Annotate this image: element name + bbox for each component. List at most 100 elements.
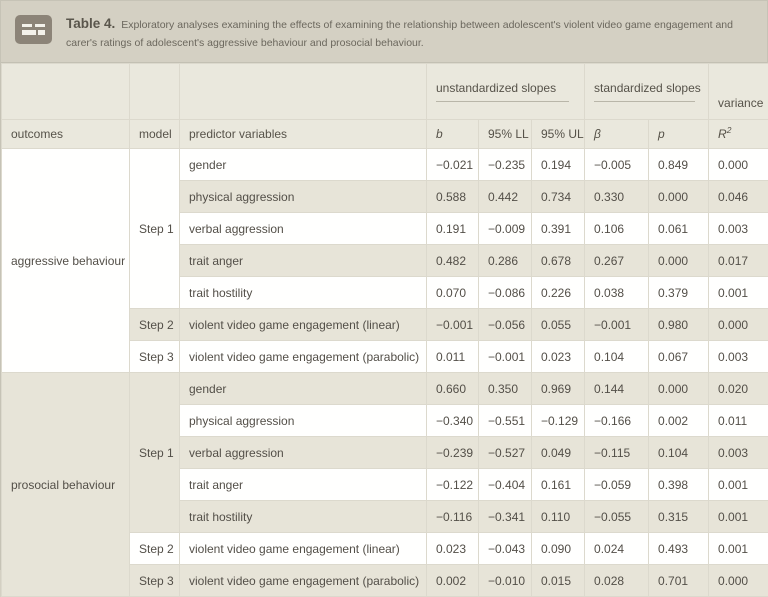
cell-predictor: violent video game engagement (parabolic… xyxy=(180,341,427,373)
cell-predictor: trait anger xyxy=(180,245,427,277)
cell-ul: 0.161 xyxy=(532,469,585,501)
cell-ll: −0.009 xyxy=(479,213,532,245)
cell-beta: −0.115 xyxy=(585,437,649,469)
cell-p: 0.000 xyxy=(649,373,709,405)
cell-ul: 0.090 xyxy=(532,533,585,565)
group-header-row: unstandardized slopes standardized slope… xyxy=(2,64,768,120)
cell-beta: 0.106 xyxy=(585,213,649,245)
cell-r2: 0.001 xyxy=(709,469,768,501)
cell-r2: 0.000 xyxy=(709,309,768,341)
cell-predictor: violent video game engagement (linear) xyxy=(180,533,427,565)
cell-p: 0.701 xyxy=(649,565,709,597)
cell-p: 0.315 xyxy=(649,501,709,533)
cell-ul: 0.055 xyxy=(532,309,585,341)
cell-ul: 0.110 xyxy=(532,501,585,533)
group-header-unstandardized: unstandardized slopes xyxy=(427,64,585,120)
cell-predictor: physical aggression xyxy=(180,181,427,213)
cell-beta: −0.059 xyxy=(585,469,649,501)
col-header-ll: 95% LL xyxy=(479,120,532,149)
cell-r2: 0.003 xyxy=(709,213,768,245)
cell-p: 0.061 xyxy=(649,213,709,245)
cell-model: Step 2 xyxy=(130,309,180,341)
cell-b: 0.070 xyxy=(427,277,479,309)
table-row: prosocial behaviour Step 1 gender 0.660 … xyxy=(2,373,768,405)
cell-model: Step 1 xyxy=(130,149,180,309)
table-caption-bar: Table 4. Exploratory analyses examining … xyxy=(1,1,767,63)
cell-b: 0.011 xyxy=(427,341,479,373)
col-header-beta: β xyxy=(585,120,649,149)
cell-b: 0.660 xyxy=(427,373,479,405)
cell-b: 0.023 xyxy=(427,533,479,565)
table-widget: Table 4. Exploratory analyses examining … xyxy=(0,0,768,570)
cell-ll: 0.442 xyxy=(479,181,532,213)
cell-beta: −0.005 xyxy=(585,149,649,181)
cell-model: Step 1 xyxy=(130,373,180,533)
stats-table: unstandardized slopes standardized slope… xyxy=(1,63,768,597)
cell-r2: 0.000 xyxy=(709,565,768,597)
cell-r2: 0.000 xyxy=(709,149,768,181)
cell-b: −0.001 xyxy=(427,309,479,341)
cell-ll: −0.235 xyxy=(479,149,532,181)
cell-ll: −0.010 xyxy=(479,565,532,597)
table-grid-icon xyxy=(15,15,52,49)
cell-beta: −0.166 xyxy=(585,405,649,437)
cell-beta: 0.330 xyxy=(585,181,649,213)
cell-b: −0.116 xyxy=(427,501,479,533)
group-header-variance: variance xyxy=(709,64,768,120)
cell-p: 0.493 xyxy=(649,533,709,565)
cell-outcome: prosocial behaviour xyxy=(2,373,130,597)
cell-ul: 0.969 xyxy=(532,373,585,405)
cell-ul: 0.734 xyxy=(532,181,585,213)
col-header-b: b xyxy=(427,120,479,149)
col-header-predictor: predictor variables xyxy=(180,120,427,149)
cell-beta: 0.267 xyxy=(585,245,649,277)
cell-b: −0.021 xyxy=(427,149,479,181)
cell-ul: 0.023 xyxy=(532,341,585,373)
cell-r2: 0.003 xyxy=(709,437,768,469)
cell-model: Step 3 xyxy=(130,341,180,373)
cell-ul: 0.015 xyxy=(532,565,585,597)
cell-b: 0.588 xyxy=(427,181,479,213)
group-header-standardized: standardized slopes xyxy=(585,64,709,120)
cell-predictor: gender xyxy=(180,149,427,181)
col-header-r2: R2 xyxy=(709,120,768,149)
cell-b: 0.482 xyxy=(427,245,479,277)
cell-beta: −0.001 xyxy=(585,309,649,341)
cell-ul: 0.391 xyxy=(532,213,585,245)
empty-header xyxy=(180,64,427,120)
cell-b: 0.191 xyxy=(427,213,479,245)
cell-predictor: verbal aggression xyxy=(180,437,427,469)
cell-predictor: trait hostility xyxy=(180,277,427,309)
cell-beta: 0.104 xyxy=(585,341,649,373)
cell-beta: 0.024 xyxy=(585,533,649,565)
col-header-outcomes: outcomes xyxy=(2,120,130,149)
cell-model: Step 2 xyxy=(130,533,180,565)
cell-ll: −0.056 xyxy=(479,309,532,341)
cell-predictor: gender xyxy=(180,373,427,405)
table-caption-label: Table 4. xyxy=(66,16,115,31)
cell-predictor: violent video game engagement (linear) xyxy=(180,309,427,341)
cell-beta: 0.144 xyxy=(585,373,649,405)
cell-ll: −0.001 xyxy=(479,341,532,373)
cell-p: 0.849 xyxy=(649,149,709,181)
cell-p: 0.104 xyxy=(649,437,709,469)
cell-b: −0.340 xyxy=(427,405,479,437)
cell-ll: −0.086 xyxy=(479,277,532,309)
empty-header xyxy=(130,64,180,120)
cell-ll: −0.043 xyxy=(479,533,532,565)
cell-predictor: trait anger xyxy=(180,469,427,501)
cell-predictor: physical aggression xyxy=(180,405,427,437)
cell-p: 0.067 xyxy=(649,341,709,373)
cell-p: 0.398 xyxy=(649,469,709,501)
cell-ll: −0.551 xyxy=(479,405,532,437)
cell-ll: 0.286 xyxy=(479,245,532,277)
cell-r2: 0.011 xyxy=(709,405,768,437)
cell-r2: 0.017 xyxy=(709,245,768,277)
cell-ll: −0.527 xyxy=(479,437,532,469)
cell-beta: 0.038 xyxy=(585,277,649,309)
col-header-model: model xyxy=(130,120,180,149)
cell-ul: 0.049 xyxy=(532,437,585,469)
cell-r2: 0.020 xyxy=(709,373,768,405)
cell-beta: −0.055 xyxy=(585,501,649,533)
empty-header xyxy=(2,64,130,120)
